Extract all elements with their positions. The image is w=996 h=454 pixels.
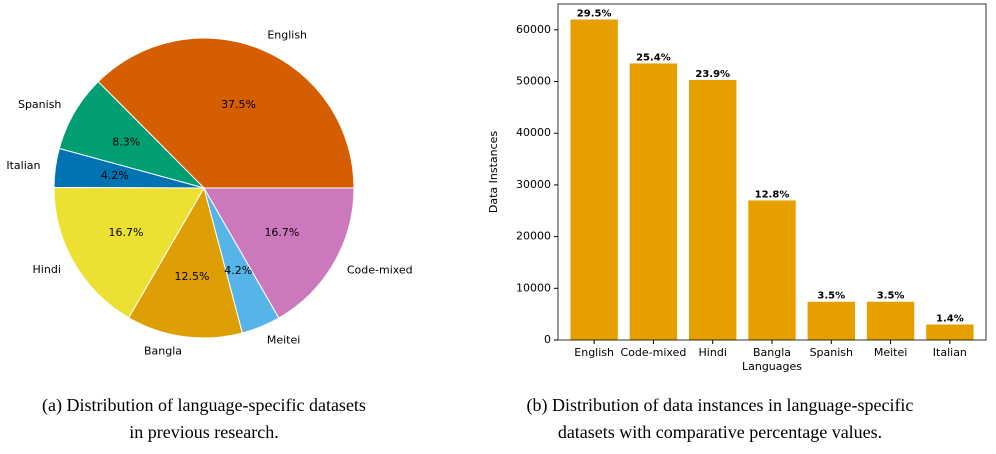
bar: [926, 324, 974, 340]
x-tick-label: Italian: [933, 346, 967, 359]
pie-slice: [97, 37, 355, 189]
y-tick-label: 50000: [516, 75, 551, 88]
pie-category-label: English: [267, 29, 307, 42]
y-tick-label: 20000: [516, 230, 551, 243]
y-tick-label: 0: [544, 333, 551, 346]
x-tick-label: Hindi: [699, 346, 727, 359]
y-tick-label: 60000: [516, 23, 551, 36]
pie-category-label: Bangla: [144, 345, 182, 358]
x-tick-label: Meitei: [874, 346, 907, 359]
bar: [689, 79, 737, 340]
bar-annotation: 25.4%: [636, 52, 671, 63]
pie-value-label: 16.7%: [264, 226, 299, 239]
pie-value-label: 8.3%: [112, 136, 140, 149]
pie-value-label: 12.5%: [175, 270, 210, 283]
caption: (a) Distribution of language-specific da…: [42, 395, 366, 416]
pie-slice: [53, 187, 205, 319]
y-tick-label: 10000: [516, 281, 551, 294]
x-tick-label: Spanish: [810, 346, 853, 359]
pie-value-label: 4.2%: [101, 169, 129, 182]
pie-category-label: Spanish: [18, 98, 61, 111]
pie-value-label: 37.5%: [221, 98, 256, 111]
pie-category-label: Meitei: [267, 334, 300, 347]
bar-annotation: 3.5%: [817, 291, 845, 302]
bar: [807, 301, 855, 340]
y-tick-label: 40000: [516, 126, 551, 139]
bar-annotation: 29.5%: [577, 9, 612, 20]
caption: (b) Distribution of data instances in la…: [527, 395, 914, 416]
bar: [748, 200, 796, 340]
bar: [570, 19, 618, 341]
y-axis-label: Data Instances: [487, 131, 500, 214]
caption: datasets with comparative percentage val…: [558, 422, 882, 442]
bar-annotation: 23.9%: [695, 69, 730, 80]
bar-annotation: 1.4%: [936, 313, 964, 324]
y-tick-label: 30000: [516, 178, 551, 191]
plot-frame: [557, 3, 987, 341]
x-tick-label: Bangla: [753, 346, 791, 359]
pie-value-label: 16.7%: [108, 226, 143, 239]
caption: in previous research.: [129, 422, 278, 442]
pie-category-label: Code-mixed: [347, 264, 413, 277]
bar-annotation: 3.5%: [877, 291, 905, 302]
bar: [866, 301, 915, 340]
x-axis-label: Languages: [742, 360, 802, 373]
bar: [629, 63, 678, 340]
pie-category-label: Hindi: [33, 263, 61, 276]
x-tick-label: Code-mixed: [621, 346, 687, 359]
x-tick-label: English: [574, 346, 614, 359]
bar-annotation: 12.8%: [755, 189, 790, 200]
pie-slice: [128, 186, 244, 339]
pie-value-label: 4.2%: [224, 264, 252, 277]
pie-slice: [203, 187, 355, 319]
pie-category-label: Italian: [6, 159, 40, 172]
